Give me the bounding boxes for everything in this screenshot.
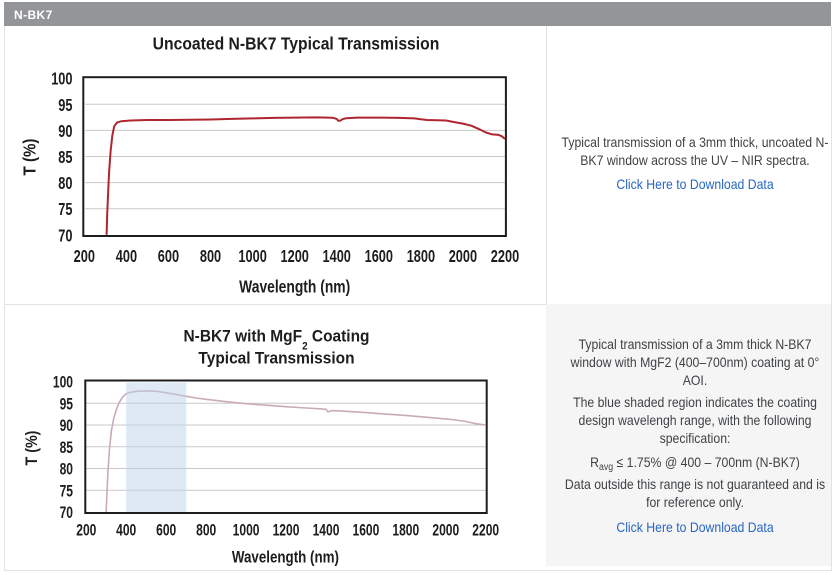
svg-text:200: 200 bbox=[76, 522, 96, 540]
svg-text:2200: 2200 bbox=[472, 522, 499, 540]
svg-text:1000: 1000 bbox=[238, 247, 267, 267]
svg-text:200: 200 bbox=[74, 247, 96, 267]
svg-text:85: 85 bbox=[60, 439, 73, 457]
svg-text:400: 400 bbox=[116, 247, 138, 267]
svg-text:T (%): T (%) bbox=[19, 139, 40, 176]
svg-text:1600: 1600 bbox=[365, 247, 394, 267]
svg-text:2000: 2000 bbox=[449, 247, 478, 267]
svg-text:Wavelength (nm): Wavelength (nm) bbox=[232, 548, 339, 566]
svg-text:Typical Transmission: Typical Transmission bbox=[198, 349, 354, 368]
svg-text:1200: 1200 bbox=[280, 247, 309, 267]
svg-text:2000: 2000 bbox=[432, 522, 459, 540]
svg-text:1600: 1600 bbox=[352, 522, 379, 540]
svg-text:2200: 2200 bbox=[491, 247, 520, 267]
svg-text:75: 75 bbox=[58, 200, 72, 220]
svg-text:1400: 1400 bbox=[313, 522, 340, 540]
svg-text:80: 80 bbox=[58, 174, 72, 194]
svg-text:400: 400 bbox=[116, 522, 136, 540]
svg-text:90: 90 bbox=[58, 122, 72, 142]
svg-text:1800: 1800 bbox=[392, 522, 419, 540]
svg-text:70: 70 bbox=[58, 226, 72, 246]
svg-text:Uncoated N-BK7 Typical Transmi: Uncoated N-BK7 Typical Transmission bbox=[153, 34, 440, 54]
svg-text:1200: 1200 bbox=[273, 522, 300, 540]
svg-text:600: 600 bbox=[158, 247, 180, 267]
svg-text:1800: 1800 bbox=[407, 247, 436, 267]
svg-text:Wavelength (nm): Wavelength (nm) bbox=[239, 277, 350, 297]
svg-text:95: 95 bbox=[58, 96, 72, 116]
svg-text:75: 75 bbox=[60, 483, 73, 501]
svg-text:100: 100 bbox=[51, 70, 73, 90]
svg-text:100: 100 bbox=[53, 374, 73, 392]
svg-text:1400: 1400 bbox=[322, 247, 351, 267]
svg-text:800: 800 bbox=[200, 247, 222, 267]
svg-text:600: 600 bbox=[156, 522, 176, 540]
svg-text:T (%): T (%) bbox=[23, 431, 41, 466]
svg-text:800: 800 bbox=[196, 522, 216, 540]
svg-text:70: 70 bbox=[60, 504, 73, 522]
svg-text:95: 95 bbox=[60, 396, 73, 414]
svg-text:90: 90 bbox=[60, 417, 73, 435]
svg-text:85: 85 bbox=[58, 148, 72, 168]
svg-text:80: 80 bbox=[60, 461, 73, 479]
svg-text:1000: 1000 bbox=[233, 522, 260, 540]
